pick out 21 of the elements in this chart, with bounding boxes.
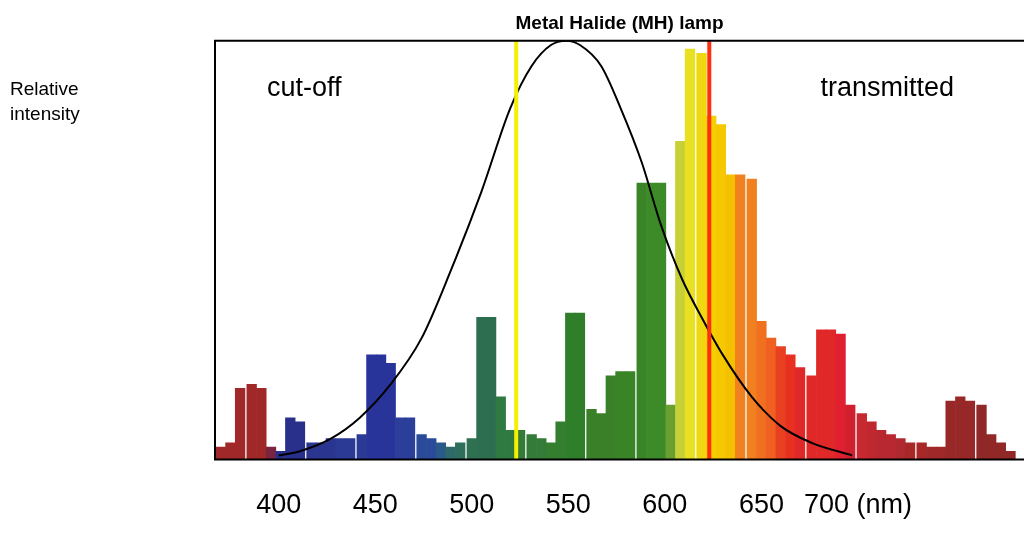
text: Relative intensity [10, 77, 81, 126]
bar [746, 178, 757, 460]
x-tick-label: 600 [642, 489, 688, 520]
bar [684, 48, 696, 460]
bar [735, 174, 746, 460]
bar [445, 446, 456, 460]
bar [756, 321, 767, 460]
chart-title: Metal Halide (MH) lamp [515, 11, 724, 33]
annotation: transmitted [820, 72, 954, 103]
x-tick-label: 550 [545, 489, 591, 520]
x-tick-label: 650 [738, 489, 784, 520]
bar [696, 53, 707, 460]
bar [455, 442, 466, 460]
x-tick-label: 400 [256, 489, 302, 520]
bar [675, 140, 686, 460]
annotation: cut-off [267, 72, 343, 103]
bar [765, 337, 777, 460]
x-tick-label: 700 (nm) [803, 489, 912, 520]
x-tick-label: 450 [352, 489, 398, 520]
bar [845, 404, 856, 460]
x-tick-label: 500 [449, 489, 495, 520]
